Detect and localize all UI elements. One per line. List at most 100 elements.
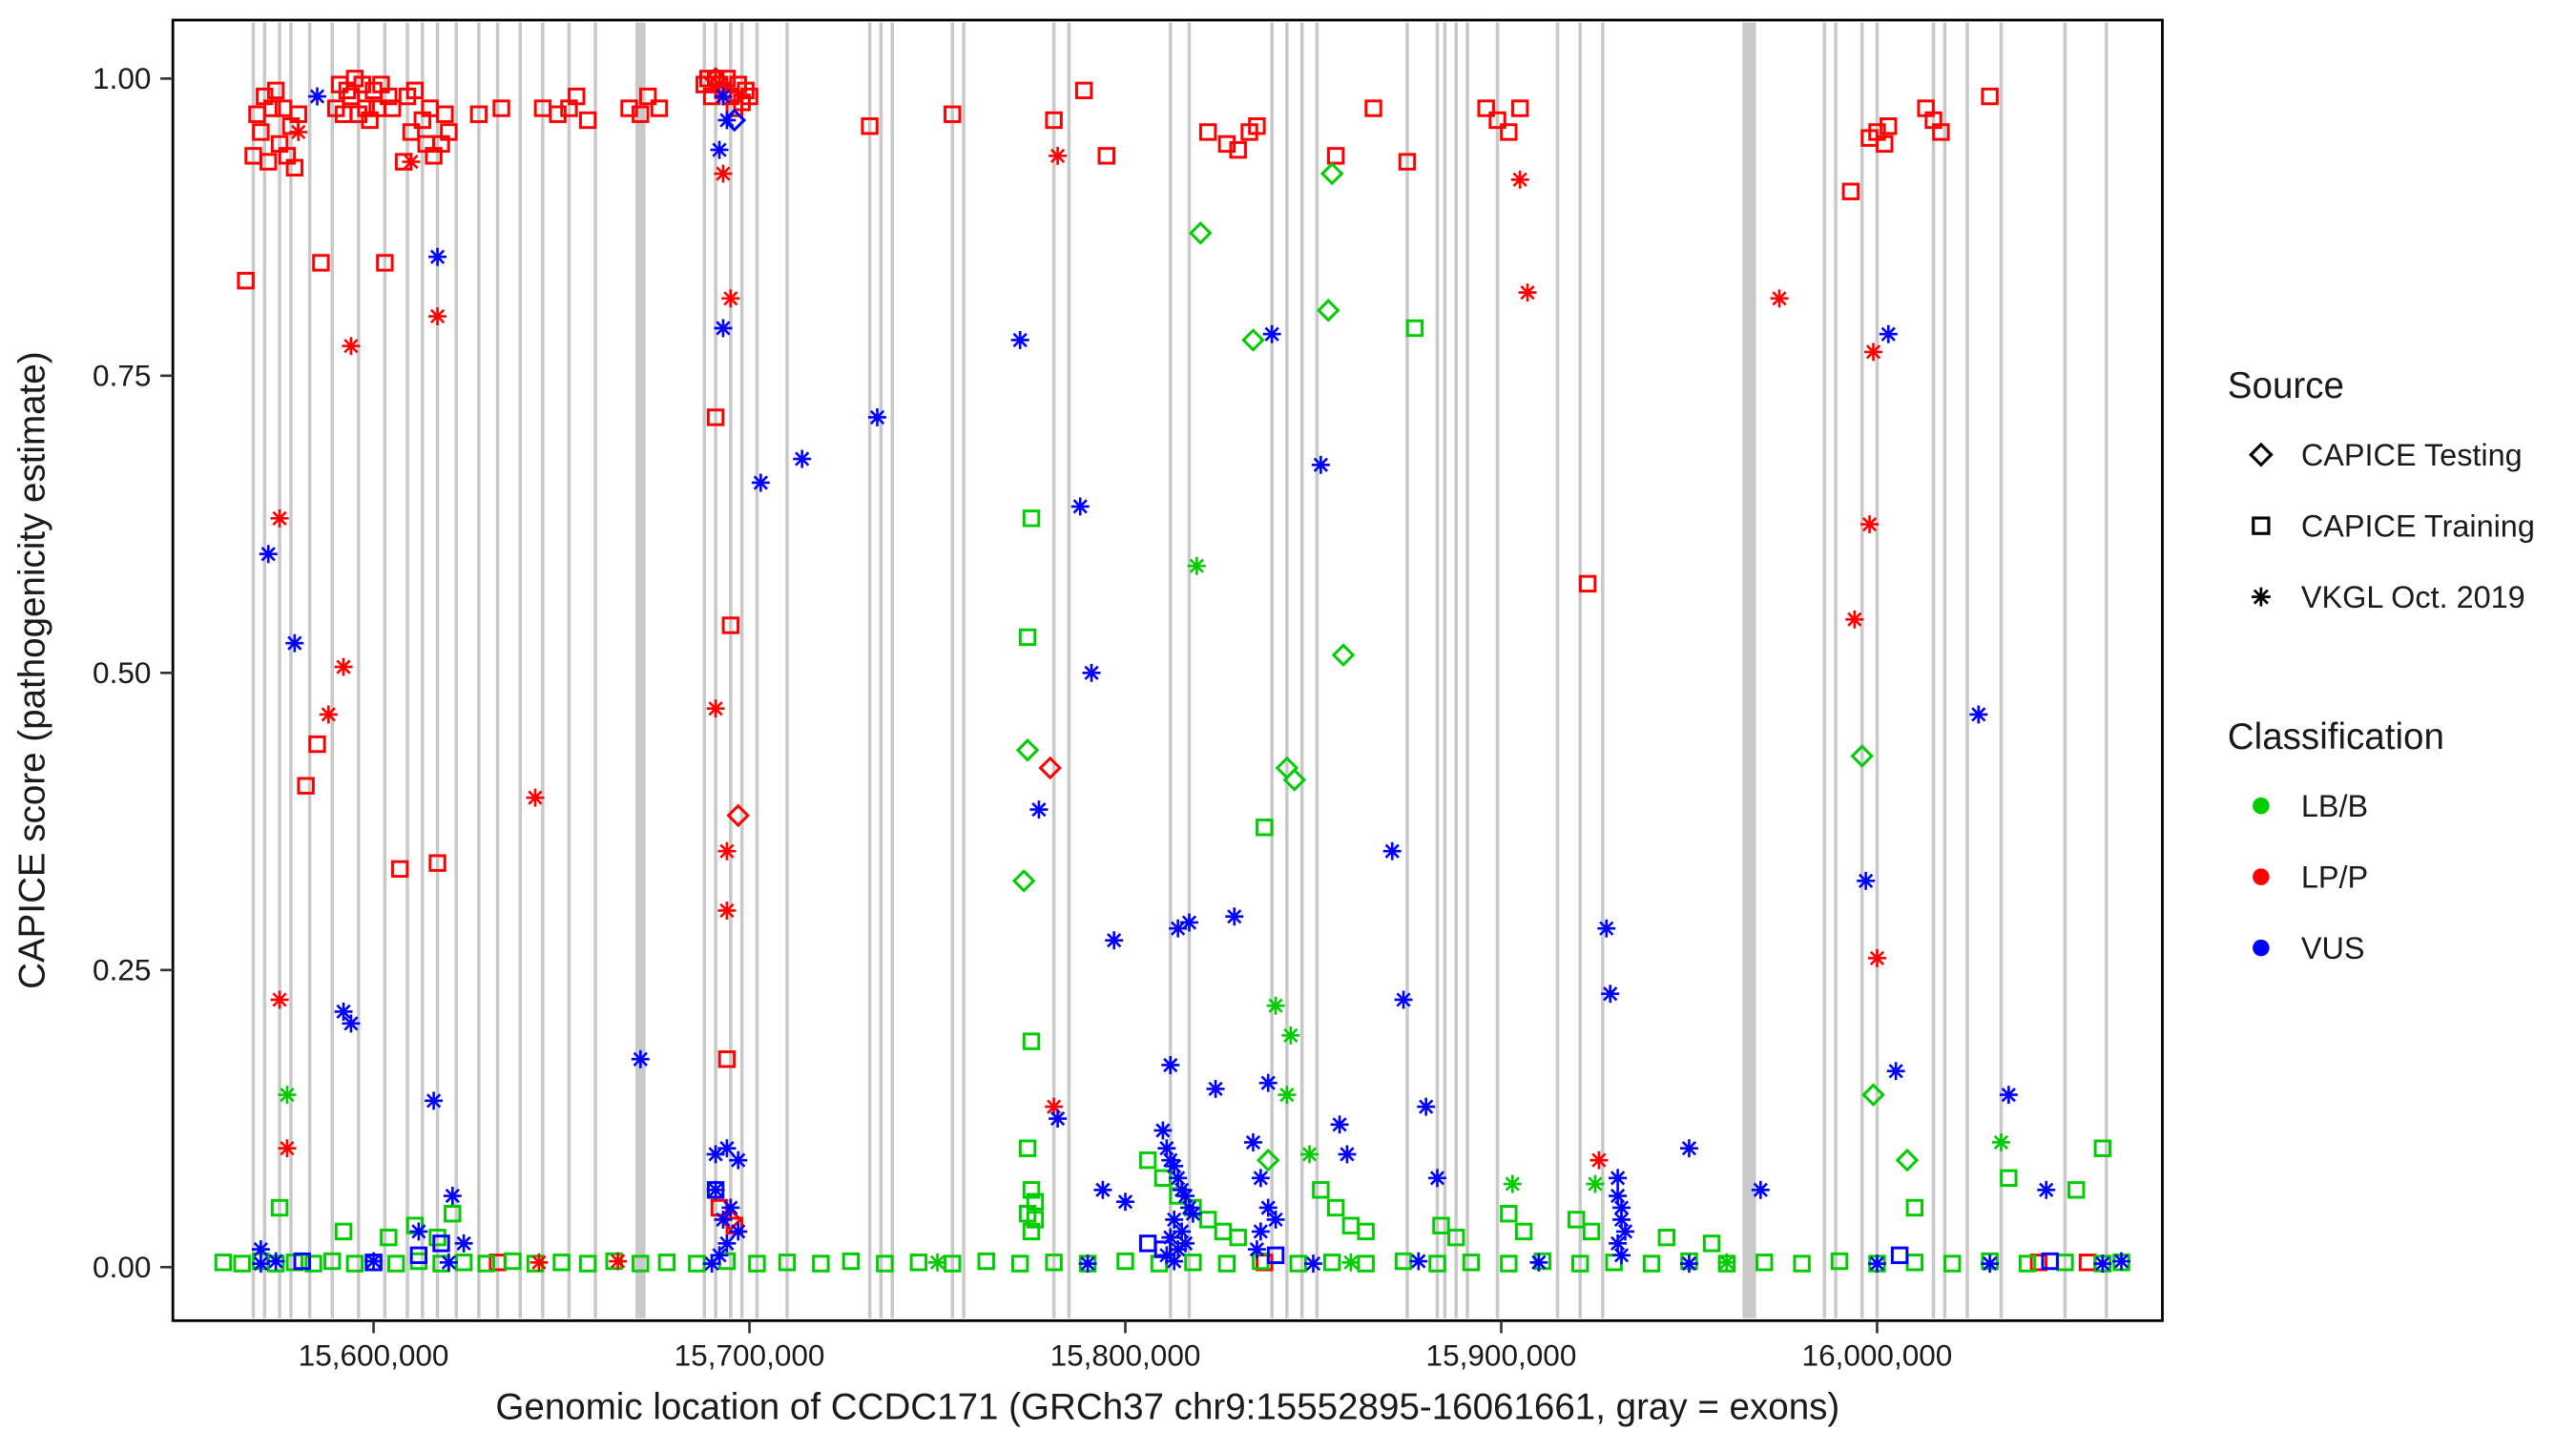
data-point: [357, 99, 375, 117]
data-point: [425, 1091, 444, 1110]
data-point: [387, 1255, 405, 1273]
data-point: [1578, 574, 1597, 593]
data-point: [1879, 324, 1898, 343]
data-point: [1969, 705, 1988, 724]
exon-band: [1555, 22, 1560, 1318]
data-point: [384, 99, 402, 117]
data-point: [726, 803, 750, 828]
data-point: [657, 1254, 676, 1272]
data-point: [721, 616, 740, 634]
exon-band: [567, 22, 571, 1318]
data-point: [1229, 1228, 1247, 1247]
data-point: [432, 1234, 450, 1253]
data-point: [717, 841, 737, 861]
data-point: [1138, 1151, 1157, 1170]
data-point: [1864, 342, 1882, 362]
exon-band: [495, 22, 500, 1318]
data-point: [1010, 1255, 1029, 1273]
data-point: [1180, 913, 1198, 932]
data-point: [2093, 1139, 2112, 1157]
data-point: [1409, 1252, 1428, 1271]
data-point: [1045, 1254, 1063, 1272]
data-point: [1880, 116, 1898, 135]
data-point: [632, 105, 650, 123]
data-point: [1319, 161, 1344, 186]
data-point: [1338, 1145, 1357, 1164]
data-point: [380, 1228, 398, 1247]
data-point: [717, 111, 737, 130]
exon-band: [1067, 22, 1071, 1318]
data-point: [1011, 869, 1036, 893]
data-point: [1477, 99, 1495, 117]
data-point: [1890, 1246, 1909, 1265]
data-point: [342, 87, 361, 106]
data-point: [1582, 1222, 1601, 1241]
data-point: [293, 1252, 311, 1271]
data-point: [252, 123, 270, 141]
exon-band: [1435, 22, 1440, 1318]
data-point: [1311, 455, 1330, 474]
legend-item-lp-p: LP/P: [2253, 860, 2368, 894]
data-point: [1981, 87, 1999, 106]
legend-item-vkgl-oct-2019: VKGL Oct. 2019: [2251, 580, 2525, 614]
data-point: [444, 1205, 462, 1223]
data-point: [1029, 800, 1049, 819]
data-point: [1187, 556, 1206, 575]
data-point: [504, 1252, 522, 1271]
exon-band: [867, 22, 872, 1318]
data-point: [721, 289, 740, 308]
data-point: [334, 1222, 353, 1241]
data-point: [1049, 1110, 1068, 1128]
data-point: [1266, 1246, 1285, 1265]
data-point: [297, 777, 315, 795]
data-point: [1022, 1032, 1041, 1050]
data-point: [1045, 111, 1063, 130]
exon-band: [307, 22, 312, 1318]
data-point: [1500, 1255, 1518, 1273]
data-point: [1331, 643, 1356, 667]
data-point: [405, 81, 425, 100]
data-point: [578, 1255, 597, 1273]
data-point: [439, 1253, 458, 1272]
data-point: [1316, 299, 1340, 322]
color-dot-icon: [2253, 868, 2270, 885]
data-point: [454, 1234, 473, 1253]
data-point: [1932, 123, 1950, 141]
data-point: [1680, 1139, 1698, 1158]
data-point: [1500, 1205, 1518, 1223]
data-point: [1357, 1222, 1375, 1241]
data-point: [440, 123, 458, 141]
data-point: [714, 87, 733, 106]
exon-band: [289, 22, 293, 1318]
data-point: [1657, 1228, 1676, 1247]
data-point: [1845, 610, 1864, 629]
data-point: [710, 1246, 729, 1265]
exon-band: [1465, 22, 1469, 1318]
y-tick-label: 1.00: [93, 61, 151, 95]
exon-band: [879, 22, 883, 1318]
data-point: [1198, 1211, 1217, 1229]
data-point: [714, 319, 733, 338]
data-point: [1867, 1255, 1886, 1273]
data-point: [334, 657, 353, 676]
data-point: [578, 111, 597, 130]
exon-band: [1931, 22, 1936, 1318]
data-point: [1597, 919, 1616, 938]
x-tick-label: 15,700,000: [675, 1338, 825, 1373]
data-point: [270, 508, 289, 528]
data-point: [650, 99, 669, 117]
data-point: [1183, 1204, 1202, 1223]
data-point: [1586, 1174, 1605, 1193]
data-point: [1514, 1222, 1533, 1241]
data-point: [1609, 1234, 1628, 1253]
data-point: [266, 1252, 285, 1271]
data-point: [1248, 116, 1266, 135]
data-point: [428, 307, 447, 326]
data-point: [380, 87, 398, 106]
data-point: [1793, 1255, 1811, 1273]
data-point: [1857, 871, 1876, 890]
data-point: [289, 122, 308, 141]
data-point: [1251, 1169, 1270, 1188]
data-point: [1510, 99, 1529, 117]
legend-item-capice-training: CAPICE Training: [2252, 509, 2535, 544]
